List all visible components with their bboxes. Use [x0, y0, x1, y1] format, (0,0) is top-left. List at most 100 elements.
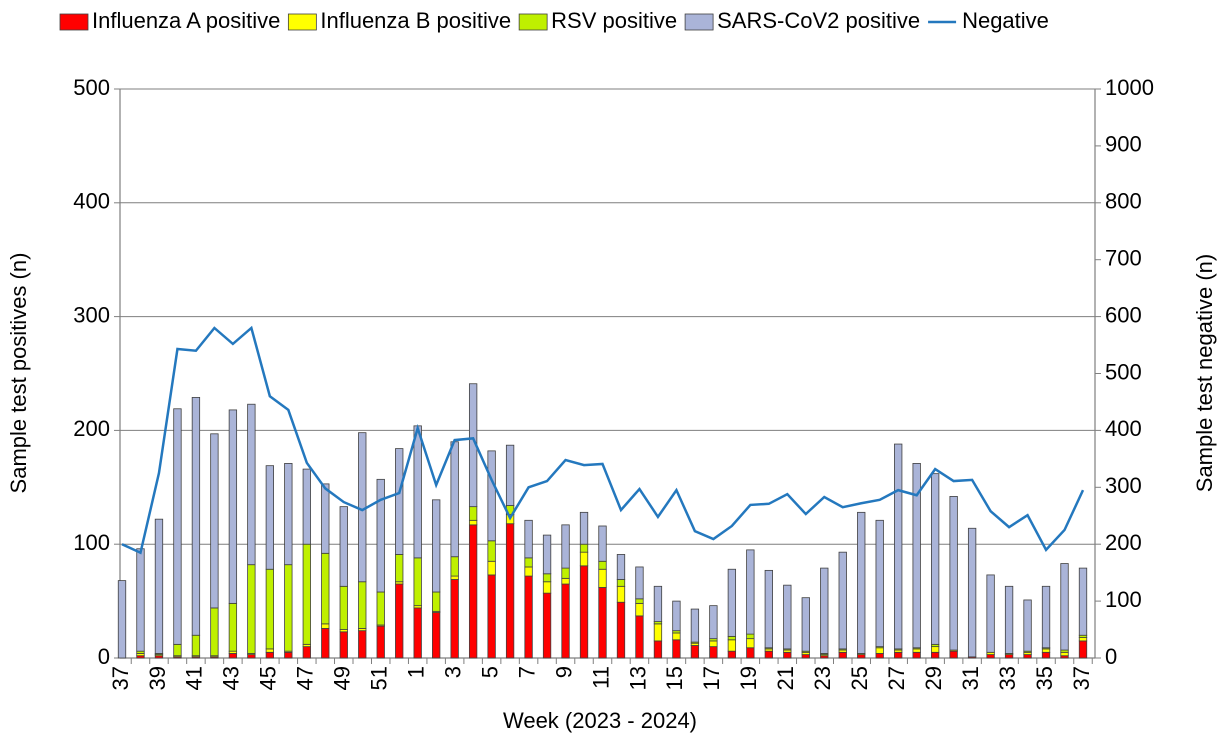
bar-segment	[894, 651, 903, 659]
y2-tick-label: 600	[1105, 302, 1142, 327]
bar-segment	[672, 639, 681, 659]
bar-segment	[247, 654, 256, 659]
bar-segment	[265, 651, 274, 659]
bar-segment	[690, 645, 700, 659]
bar-segment	[857, 511, 866, 654]
bar-segment	[265, 568, 274, 650]
bar-segment	[210, 433, 219, 609]
x-tick-label: 43	[219, 666, 244, 690]
y-tick-label: 400	[73, 189, 110, 214]
bar-segment	[949, 650, 958, 659]
y-axis-title: Sample test positives (n)	[6, 253, 31, 494]
bar-segment	[247, 564, 256, 654]
x-tick-label: 3	[440, 666, 465, 678]
bar-segment	[450, 556, 459, 577]
y2-tick-label: 300	[1105, 473, 1142, 498]
bar-segment	[376, 478, 385, 593]
bar-segment	[376, 591, 385, 626]
bar-segment	[746, 633, 755, 640]
bar-segment	[931, 651, 940, 659]
x-tick-label: 35	[1032, 666, 1057, 690]
bar-segment	[764, 650, 773, 659]
bar-segment	[265, 648, 274, 653]
bar-segment	[598, 525, 607, 562]
bar-segment	[1041, 585, 1051, 649]
bar-segment	[653, 623, 663, 642]
line-series	[121, 325, 1085, 555]
y-tick-label: 200	[73, 416, 110, 441]
bar-segment	[542, 592, 552, 659]
bar-segment	[247, 403, 256, 566]
bar-segment	[690, 608, 700, 643]
bar-segment	[764, 569, 773, 649]
bar-segment	[284, 564, 293, 652]
bar-segment	[450, 579, 459, 659]
bar-segment	[450, 441, 459, 558]
bar-segment	[579, 551, 589, 567]
bar-segment	[432, 612, 441, 659]
bar-segment	[339, 585, 348, 630]
bar-segment	[709, 640, 718, 648]
legend-label: Influenza A positive	[92, 8, 280, 33]
bar-segment	[450, 575, 459, 580]
bar-segment	[598, 568, 607, 588]
bar-segment	[1078, 640, 1088, 659]
bar-segment	[875, 519, 884, 648]
bar-segment	[321, 623, 330, 629]
bar-segment	[801, 597, 810, 652]
bar-segment	[801, 654, 810, 659]
bar-segment	[875, 653, 884, 659]
bar-segment	[746, 549, 755, 635]
x-tick-label: 39	[145, 666, 170, 690]
bar-segment	[210, 607, 219, 657]
bar-segment	[783, 584, 792, 650]
bar-segment	[1023, 654, 1032, 659]
bar-segment	[413, 607, 422, 659]
bar-segment	[894, 443, 903, 650]
bar-segment	[709, 646, 718, 659]
bar-segment	[727, 635, 737, 641]
bar-segment	[635, 615, 644, 659]
bar-segment	[542, 581, 552, 594]
bar-segment	[321, 483, 330, 554]
bar-segment	[635, 566, 644, 600]
bar-segment	[727, 568, 737, 637]
bar-segment	[173, 408, 182, 645]
bar-segment	[616, 601, 626, 659]
legend-swatch	[59, 13, 89, 31]
y2-tick-label: 500	[1105, 359, 1142, 384]
bar-segment	[727, 639, 737, 652]
bar-segment	[413, 425, 422, 559]
legend-swatch	[518, 13, 548, 31]
bar-segment	[413, 557, 422, 607]
bar-segment	[616, 585, 626, 603]
x-tick-label: 5	[477, 666, 502, 678]
bar-segment	[838, 551, 847, 650]
bar-segment	[672, 600, 681, 632]
x-tick-label: 31	[958, 666, 983, 690]
bar-segment	[136, 548, 145, 652]
x-tick-label: 7	[514, 666, 539, 678]
bar-segment	[524, 557, 533, 568]
bar-segment	[672, 632, 681, 641]
bar-segment	[376, 625, 385, 659]
y2-tick-label: 100	[1105, 587, 1142, 612]
bar-segment	[949, 496, 958, 651]
y2-tick-label: 1000	[1105, 75, 1154, 100]
bar-segment	[173, 643, 182, 657]
bar-segment	[228, 409, 238, 604]
bar-segment	[931, 646, 940, 653]
x-tick-label: 1	[404, 666, 429, 678]
x-tick-label: 27	[884, 666, 909, 690]
bar-segment	[820, 567, 829, 654]
bar-segment	[302, 543, 311, 645]
bar-segment	[746, 638, 755, 649]
bar-segment	[579, 543, 589, 553]
bar-segment	[487, 540, 496, 562]
y-tick-label: 500	[73, 75, 110, 100]
bar-segment	[542, 534, 552, 575]
y2-tick-label: 400	[1105, 416, 1142, 441]
bar-segment	[561, 577, 570, 585]
bar-segment	[505, 523, 515, 659]
